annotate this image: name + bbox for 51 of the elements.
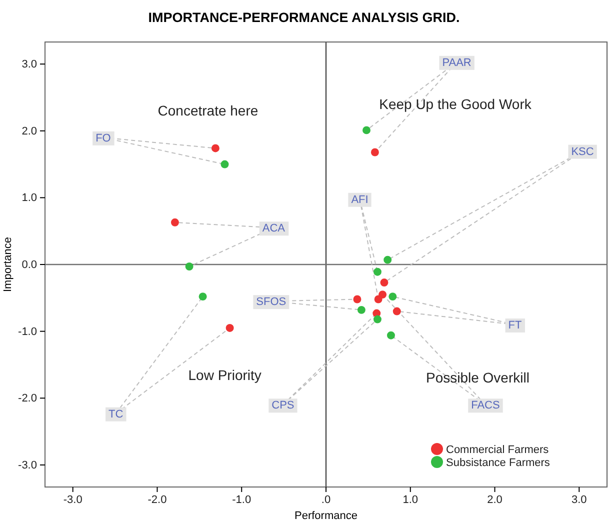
- annotation: CPS: [272, 400, 294, 412]
- x-tick-label: -3.0: [63, 494, 82, 506]
- point: [384, 256, 392, 264]
- point: [370, 148, 379, 156]
- annotation: AFI: [351, 194, 368, 206]
- x-axis-title: Performance: [294, 510, 358, 521]
- annotation: Possible Overkill: [426, 369, 530, 386]
- x-tick-label: 1.0: [402, 494, 418, 506]
- point: [220, 160, 229, 168]
- point: [380, 278, 388, 287]
- x-tick-label: -2.0: [148, 494, 167, 506]
- annotation: KSC: [571, 146, 594, 158]
- point: [211, 144, 220, 152]
- point: [388, 292, 397, 301]
- annotation: PAAR: [442, 56, 472, 69]
- annotation: FO: [96, 132, 112, 144]
- annotation: TC: [108, 408, 124, 420]
- chart-title: IMPORTANCE-PERFORMANCE ANALYSIS GRID.: [148, 10, 460, 25]
- annotation: Keep Up the Good Work: [379, 96, 532, 112]
- y-axis-title: Importance: [2, 236, 14, 292]
- y-tick-label: 0.0: [22, 259, 37, 272]
- point: [353, 295, 362, 304]
- x-tick-label: -1.0: [232, 494, 252, 506]
- annotation: FACS: [471, 400, 500, 412]
- point: [226, 324, 234, 332]
- point: [392, 307, 401, 316]
- point: [170, 218, 179, 226]
- y-tick-label: -1.0: [18, 326, 37, 338]
- y-tick-label: -2.0: [18, 392, 37, 405]
- annotation: ACA: [262, 222, 286, 235]
- y-tick-label: 2.0: [22, 125, 37, 138]
- point: [362, 126, 370, 134]
- y-tick-label: 3.0: [22, 58, 37, 71]
- x-tick-label: 2.0: [487, 494, 502, 506]
- point: [357, 306, 366, 314]
- y-tick-label: 1.0: [22, 192, 37, 204]
- annotation: Concetrate here: [158, 102, 258, 118]
- legend-label: Subsistance Farmers: [446, 456, 550, 469]
- annotation: FT: [508, 319, 522, 332]
- annotation: Low Priority: [188, 367, 262, 384]
- legend-label: Commercial Farmers: [446, 444, 550, 456]
- point: [373, 268, 382, 276]
- x-tick-label: 3.0: [572, 494, 587, 506]
- point: [373, 315, 382, 324]
- y-tick-label: -3.0: [18, 459, 37, 472]
- point: [198, 292, 207, 301]
- point: [386, 331, 395, 340]
- point: [185, 262, 194, 270]
- annotation: SFOS: [256, 296, 286, 308]
- point: [378, 290, 387, 299]
- x-tick-label: .0: [321, 494, 331, 506]
